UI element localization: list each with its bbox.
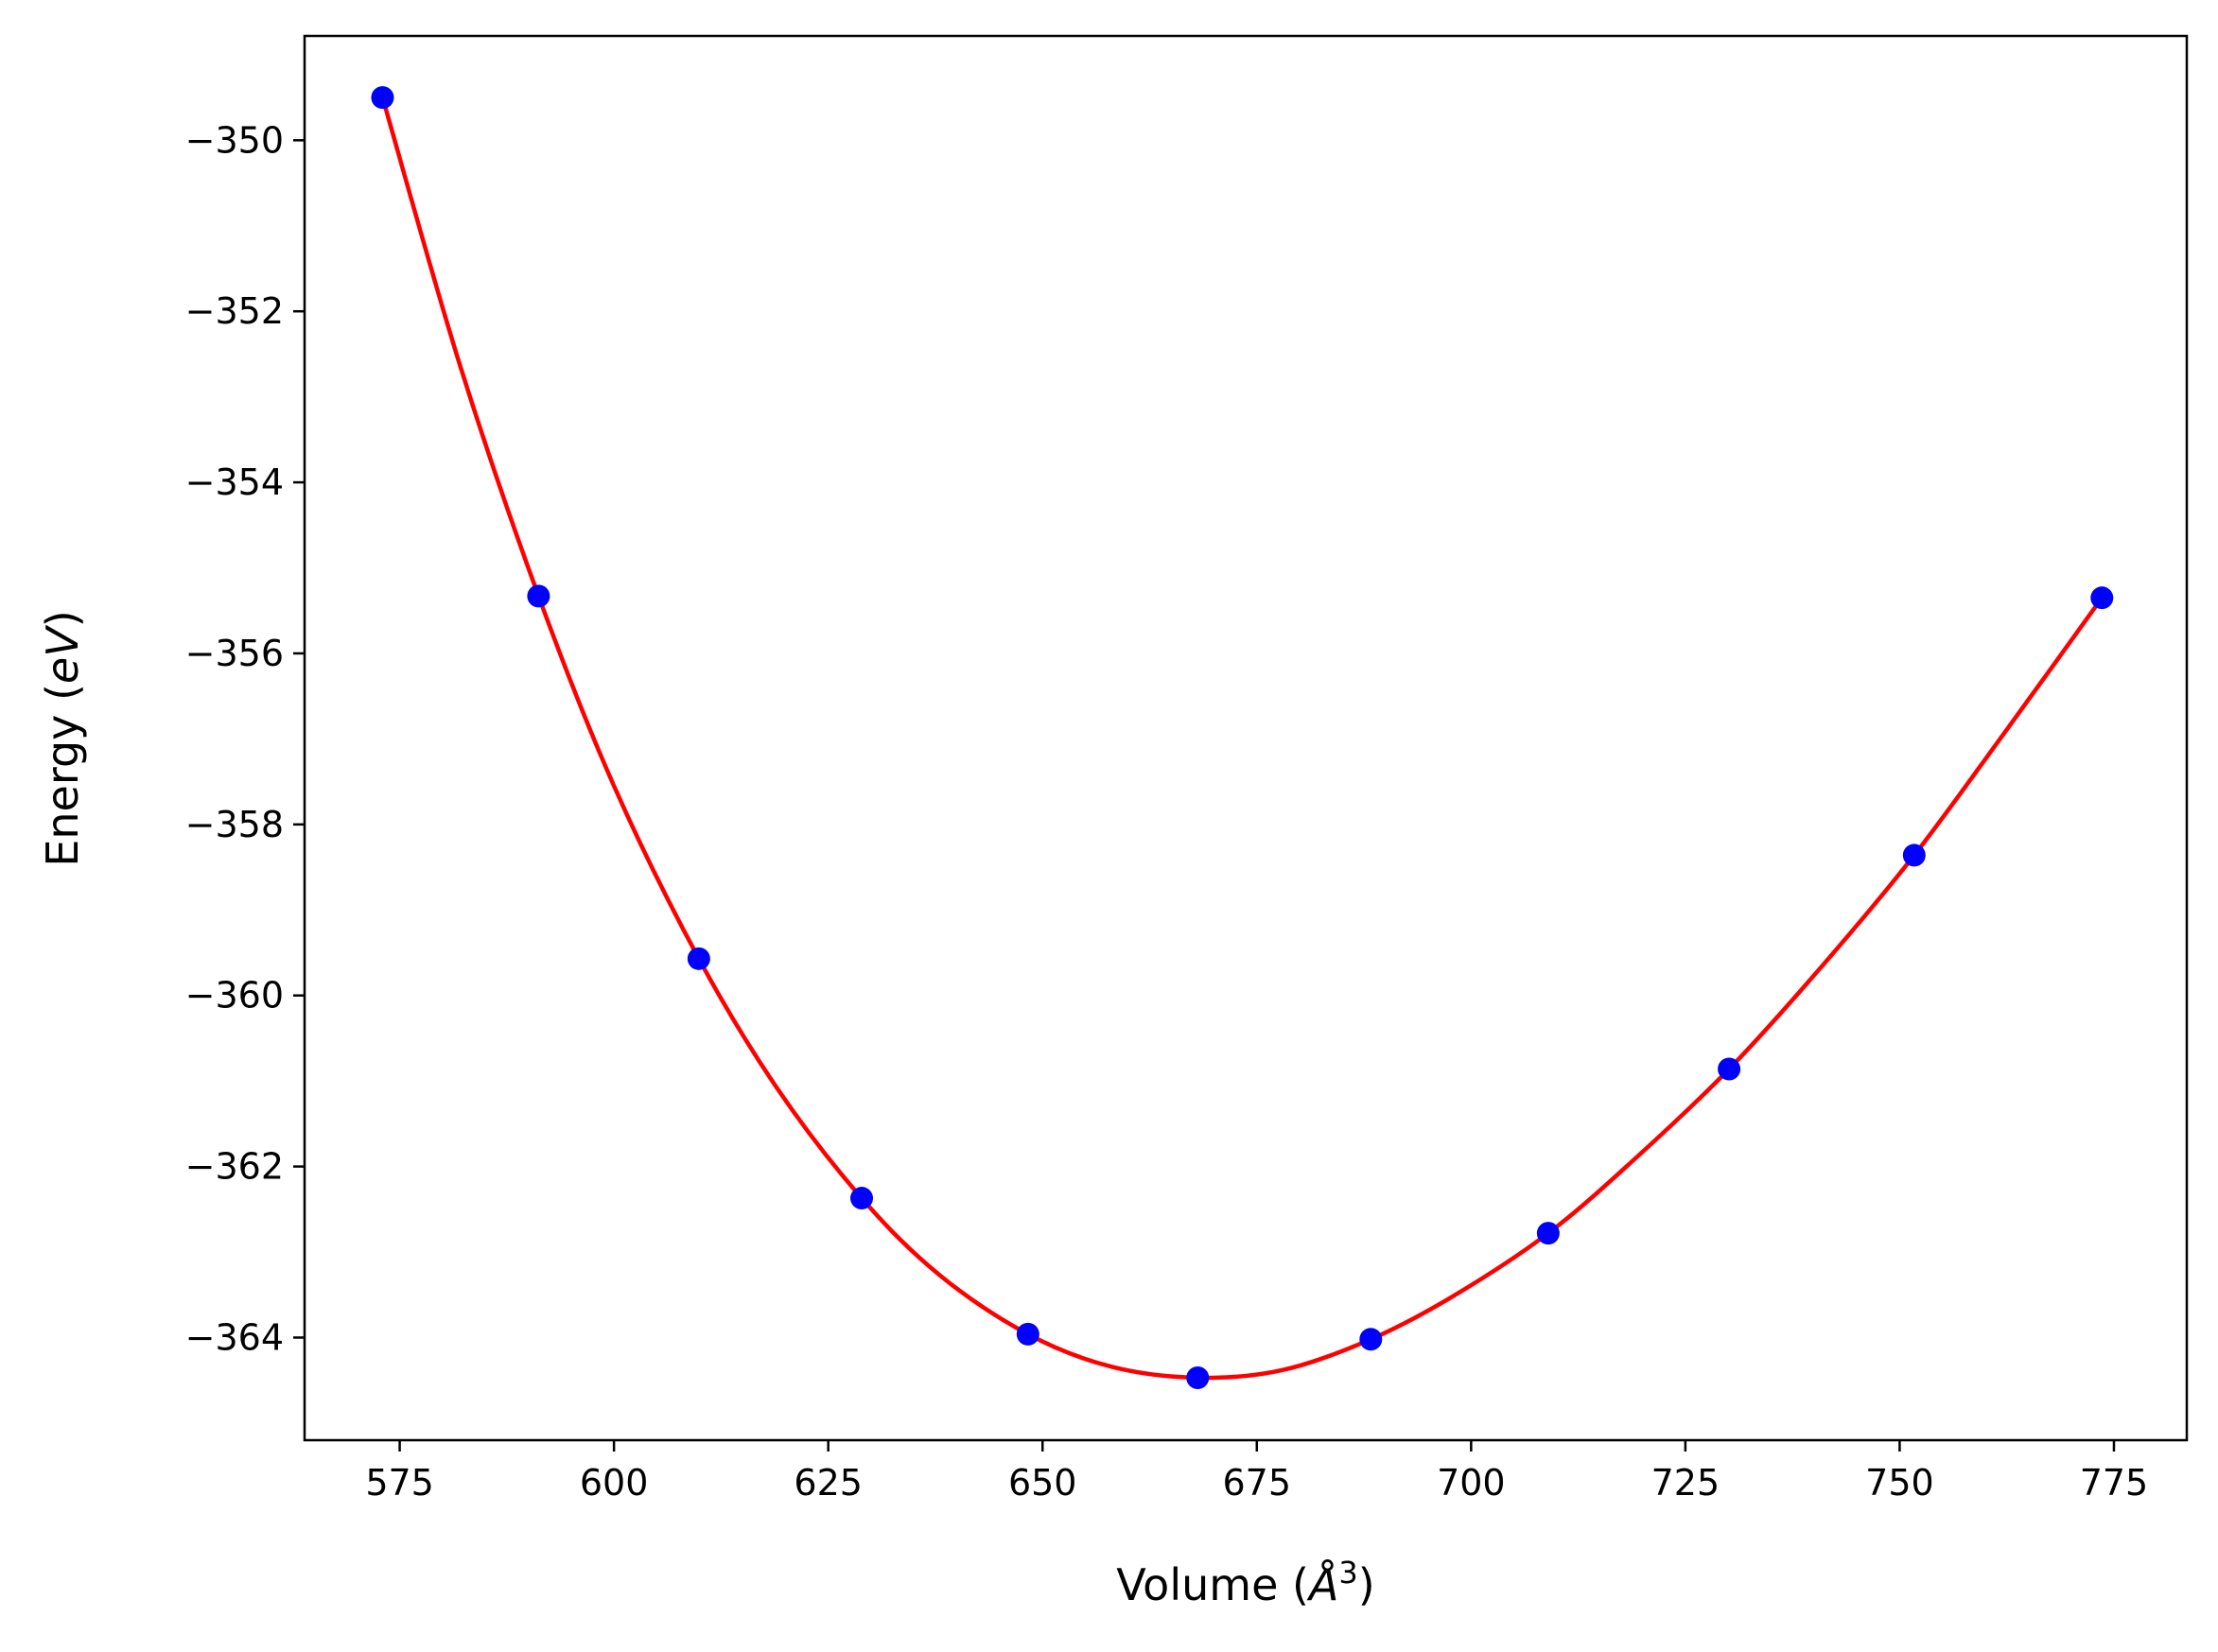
data-point [1016, 1322, 1039, 1346]
fit-curve-layer [380, 96, 2104, 1381]
data-point [850, 1187, 874, 1210]
data-point [1359, 1328, 1383, 1351]
y-tick-label: −360 [185, 975, 284, 1017]
x-axis-ticks: 575 600 625 650 675 700 725 750 775 [365, 1440, 2148, 1504]
x-tick-label: 675 [1223, 1462, 1292, 1504]
y-axis-label-close: ) [37, 610, 88, 627]
data-point [1186, 1365, 1210, 1389]
data-point [371, 86, 394, 110]
data-point [1902, 843, 1926, 867]
data-point [1718, 1057, 1741, 1081]
x-tick-label: 725 [1651, 1462, 1720, 1504]
y-tick-label: −352 [185, 290, 284, 332]
x-tick-label: 700 [1437, 1462, 1506, 1504]
fit-curve-line [380, 96, 2104, 1381]
data-point [687, 947, 710, 970]
y-tick-label: −364 [185, 1316, 284, 1358]
x-axis-label-symbol: Å [1306, 1559, 1338, 1610]
y-tick-label: −350 [185, 119, 284, 161]
y-tick-label: −358 [185, 804, 284, 845]
x-axis-label-close: ) [1358, 1559, 1375, 1610]
x-tick-label: 625 [794, 1462, 863, 1504]
x-axis-label-superscript: 3 [1338, 1555, 1357, 1591]
y-tick-label: −362 [185, 1146, 284, 1188]
plot-frame [303, 34, 2189, 1442]
x-tick-label: 750 [1865, 1462, 1934, 1504]
y-axis-label: Energy (eV) [37, 610, 88, 866]
x-tick-label: 775 [2080, 1462, 2149, 1504]
x-axis-label: Volume (Å3) [1116, 1555, 1374, 1610]
data-point [2090, 586, 2114, 610]
data-point [527, 584, 550, 608]
y-tick-label: −356 [185, 633, 284, 674]
y-axis-label-unit: eV [37, 624, 88, 684]
data-points-layer [371, 86, 2114, 1389]
y-axis-ticks: −350 −352 −354 −356 −358 −360 −362 −364 [185, 119, 305, 1358]
data-point [1536, 1222, 1560, 1245]
y-tick-label: −354 [185, 461, 284, 503]
y-axis-label-main: Energy ( [37, 684, 88, 867]
x-tick-label: 650 [1008, 1462, 1077, 1504]
x-tick-label: 575 [365, 1462, 434, 1504]
x-axis-label-main: Volume ( [1116, 1559, 1309, 1610]
x-tick-label: 600 [580, 1462, 649, 1504]
